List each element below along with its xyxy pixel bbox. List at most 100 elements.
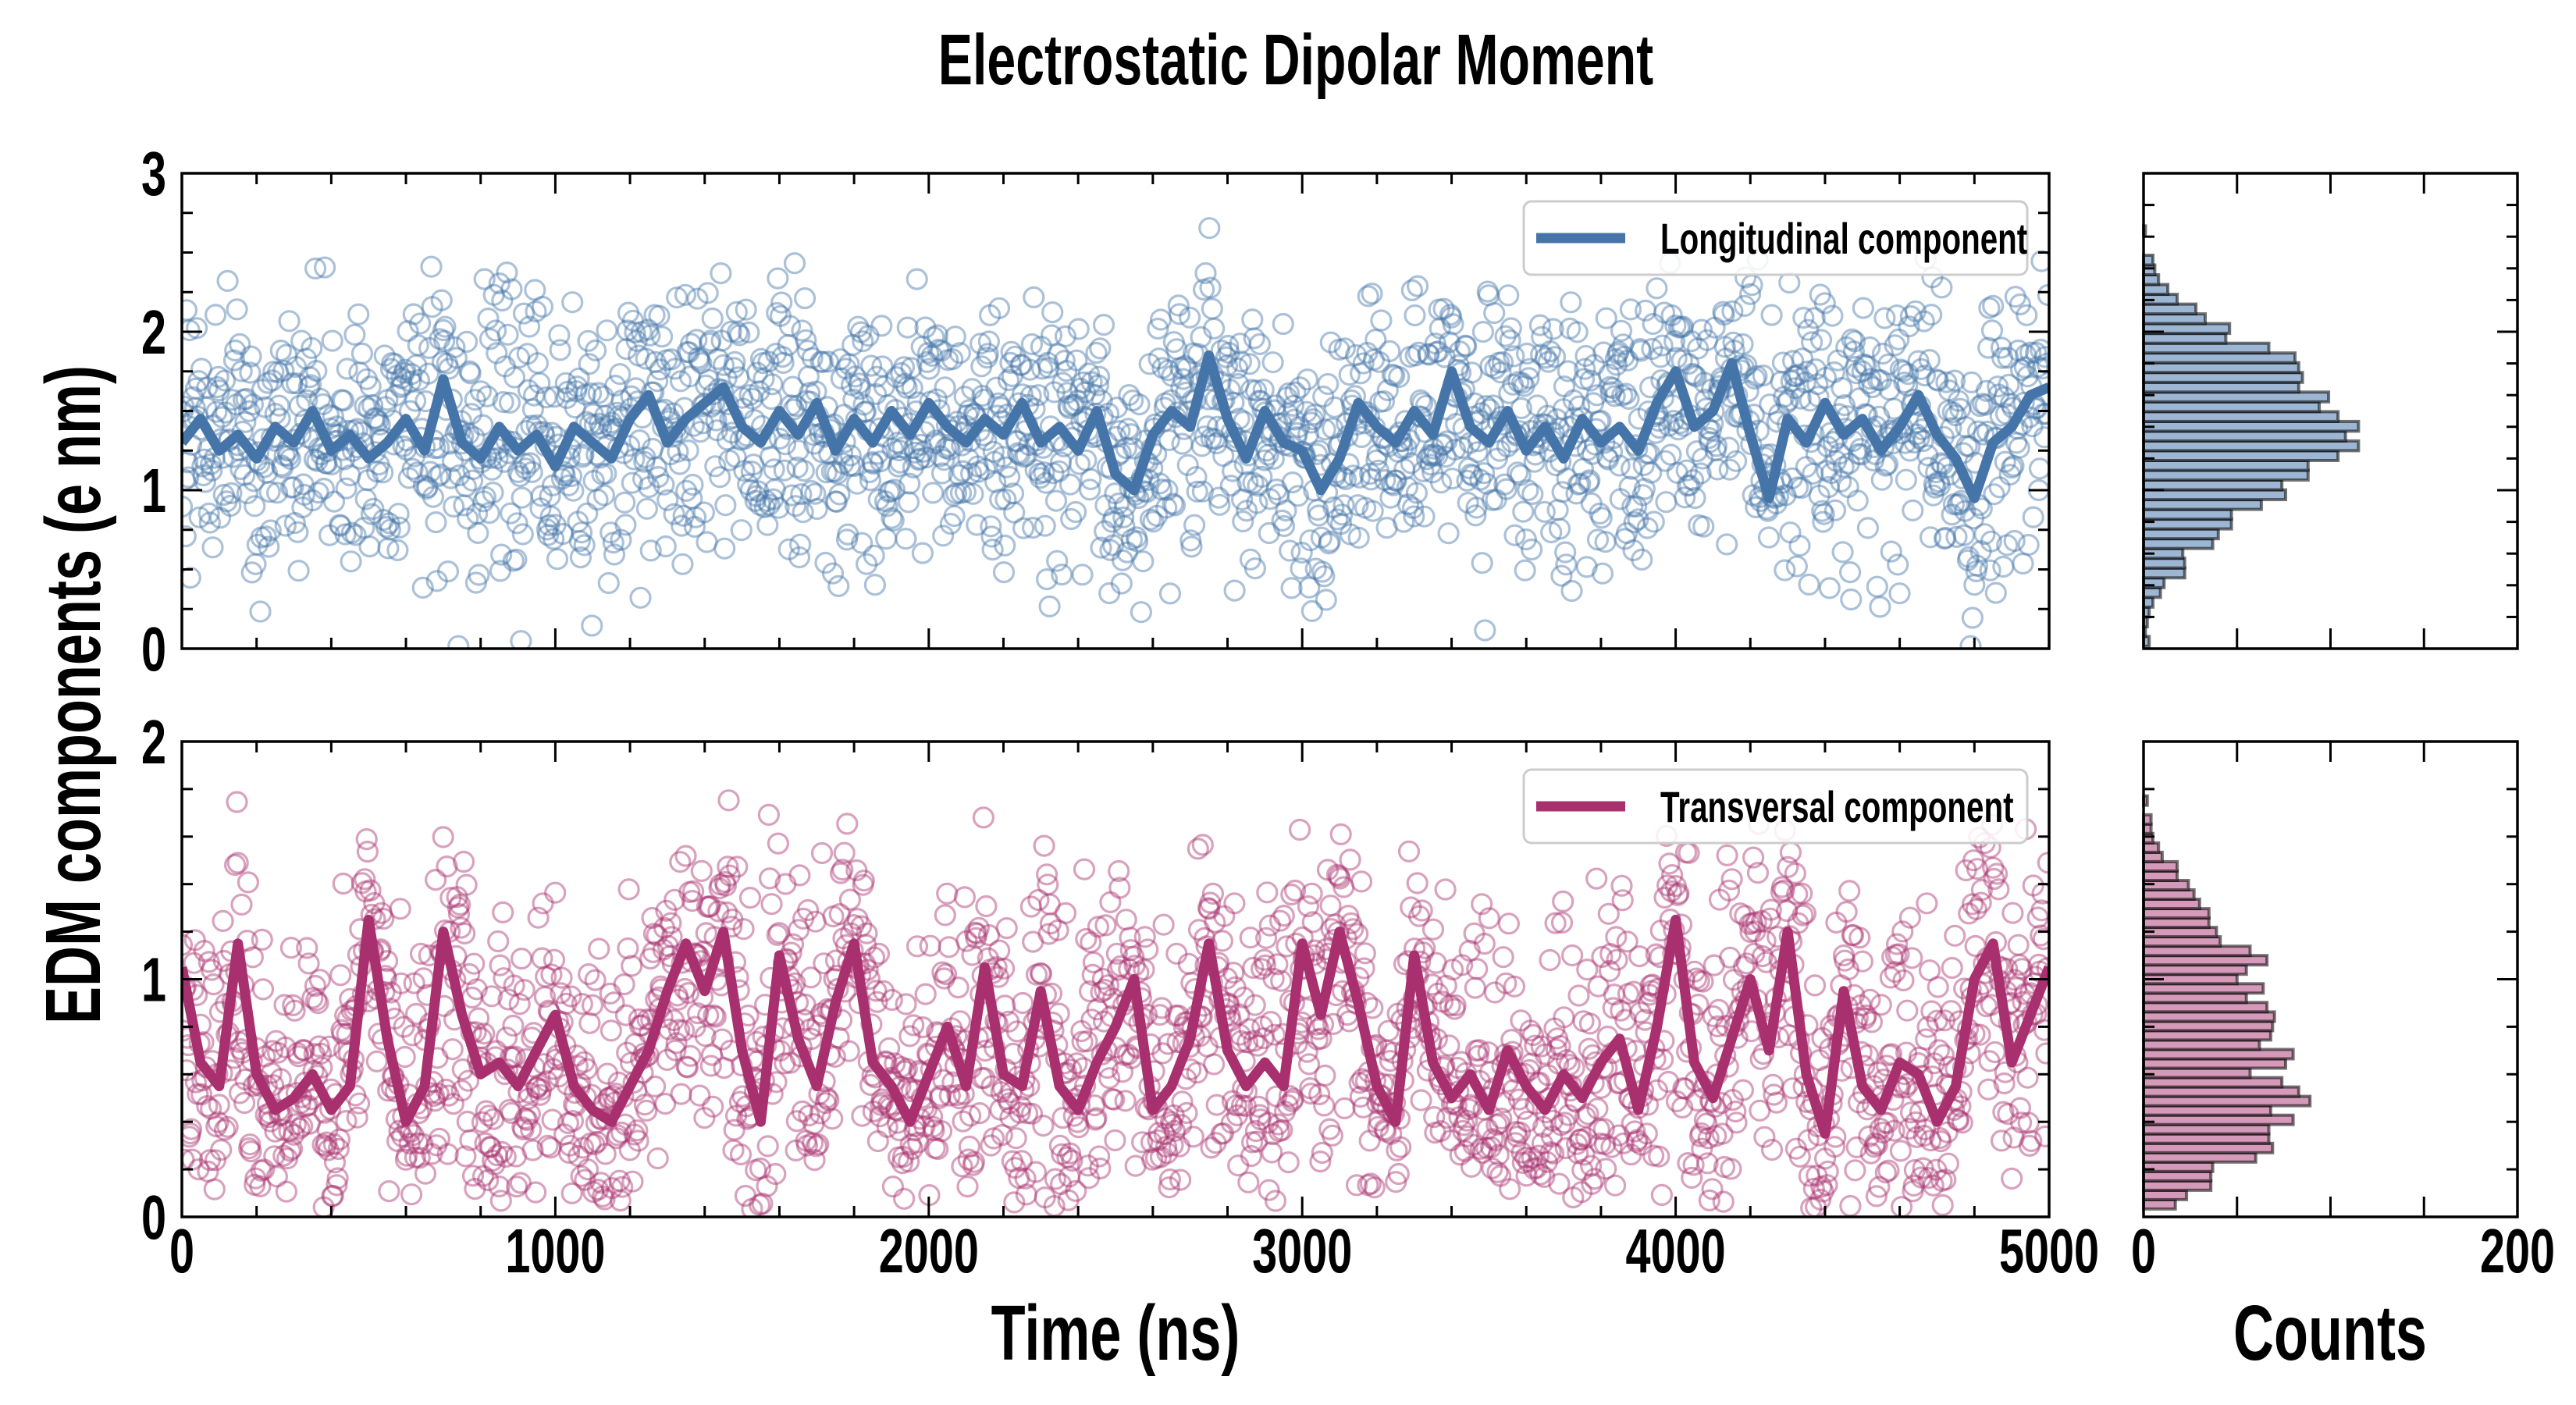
- scatter-point: [329, 514, 352, 537]
- scatter-point: [207, 365, 229, 388]
- scatter-point: [1955, 859, 1977, 882]
- scatter-point: [291, 496, 314, 519]
- scatter-point: [1429, 471, 1453, 494]
- scatter-point: [1663, 330, 1686, 353]
- scatter-point: [1187, 919, 1211, 941]
- scatter-point: [591, 463, 614, 486]
- scatter-point: [1453, 1114, 1475, 1136]
- scatter-point: [517, 1087, 539, 1110]
- scatter-point: [1397, 840, 1421, 863]
- scatter-point: [543, 528, 565, 550]
- scatter-point: [1912, 430, 1934, 453]
- scatter-point: [1420, 445, 1443, 468]
- scatter-point: [1104, 482, 1126, 505]
- scatter-point: [796, 340, 819, 362]
- scatter-point: [1855, 354, 1877, 377]
- scatter-point: [1667, 884, 1689, 906]
- scatter-point: [521, 461, 543, 484]
- scatter-point: [1377, 1019, 1400, 1042]
- scatter-point: [456, 1110, 479, 1133]
- scatter-point: [713, 1056, 735, 1080]
- scatter-point: [1448, 340, 1471, 363]
- scatter-point: [1077, 1167, 1101, 1190]
- scatter-point: [934, 962, 958, 986]
- scatter-point: [1552, 398, 1574, 421]
- scatter-point: [841, 334, 864, 357]
- scatter-point: [226, 852, 249, 874]
- scatter-point: [1763, 1083, 1785, 1106]
- scatter-point: [1470, 402, 1493, 425]
- scatter-point: [207, 1111, 229, 1133]
- scatter-point: [1592, 341, 1615, 364]
- scatter-point: [224, 339, 247, 362]
- scatter-point: [1400, 452, 1422, 475]
- scatter-point: [553, 1123, 576, 1146]
- scatter-point: [1044, 1168, 1067, 1190]
- scatter-point: [780, 394, 802, 417]
- scatter-point: [1449, 1144, 1471, 1166]
- scatter-point: [1859, 336, 1881, 359]
- scatter-point: [699, 1055, 722, 1077]
- scatter-point: [527, 906, 550, 929]
- scatter-point: [851, 1104, 873, 1127]
- scatter-point: [1553, 375, 1576, 398]
- scatter-point: [438, 357, 461, 380]
- scatter-point: [354, 880, 377, 903]
- scatter-point: [557, 1141, 581, 1165]
- scatter-point: [1874, 1161, 1897, 1184]
- scatter-point: [1121, 389, 1144, 412]
- scatter-point: [229, 1082, 251, 1104]
- scatter-point: [1611, 384, 1634, 407]
- scatter-point: [1789, 387, 1812, 410]
- scatter-point: [2026, 906, 2049, 929]
- scatter-point: [210, 1138, 233, 1161]
- scatter-point: [714, 874, 738, 897]
- scatter-point: [1650, 1183, 1673, 1207]
- scatter-point: [971, 384, 994, 407]
- scatter-point: [1666, 461, 1688, 485]
- scatter-point: [379, 357, 403, 380]
- scatter-point: [2021, 415, 2044, 438]
- scatter-point: [973, 1066, 996, 1090]
- scatter-point: [679, 333, 703, 355]
- scatter-point: [226, 298, 248, 321]
- scatter-point: [1078, 980, 1101, 1003]
- scatter-point: [1348, 1072, 1371, 1094]
- scatter-point: [1313, 565, 1336, 588]
- scatter-point: [1595, 1158, 1617, 1180]
- scatter-point: [389, 375, 412, 399]
- scatter-point: [417, 362, 440, 385]
- scatter-point: [1947, 1109, 1970, 1132]
- scatter-point: [959, 462, 983, 486]
- scatter-point: [785, 395, 808, 418]
- scatter-point: [1942, 493, 1965, 516]
- scatter-point: [1510, 372, 1534, 394]
- scatter-point: [821, 1108, 844, 1130]
- scatter-point: [1539, 1140, 1562, 1164]
- scatter-point: [1333, 1097, 1356, 1120]
- scatter-point: [1765, 1091, 1788, 1114]
- scatter-point: [1350, 870, 1373, 893]
- scatter-point: [923, 326, 945, 349]
- scatter-point: [573, 1051, 596, 1073]
- scatter-point: [1672, 1076, 1695, 1100]
- scatter-point: [358, 535, 381, 558]
- scatter-point: [916, 342, 940, 365]
- scatter-point: [260, 1062, 283, 1084]
- scatter-point: [1109, 955, 1132, 977]
- scatter-point: [1869, 596, 1891, 618]
- scatter-point: [788, 533, 812, 556]
- scatter-point: [1128, 393, 1151, 416]
- scatter-point: [632, 468, 655, 490]
- scatter-point: [213, 369, 237, 392]
- scatter-point: [1404, 304, 1426, 327]
- scatter-point: [888, 1119, 911, 1142]
- scatter-point: [656, 489, 679, 511]
- scatter-point: [1476, 1118, 1499, 1140]
- scatter-point: [1926, 368, 1948, 391]
- scatter-point: [1037, 357, 1060, 379]
- legend-label: Transversal component: [1660, 784, 2014, 832]
- scatter-point: [1994, 1061, 2016, 1083]
- scatter-point: [489, 1190, 512, 1212]
- scatter-point: [546, 548, 569, 571]
